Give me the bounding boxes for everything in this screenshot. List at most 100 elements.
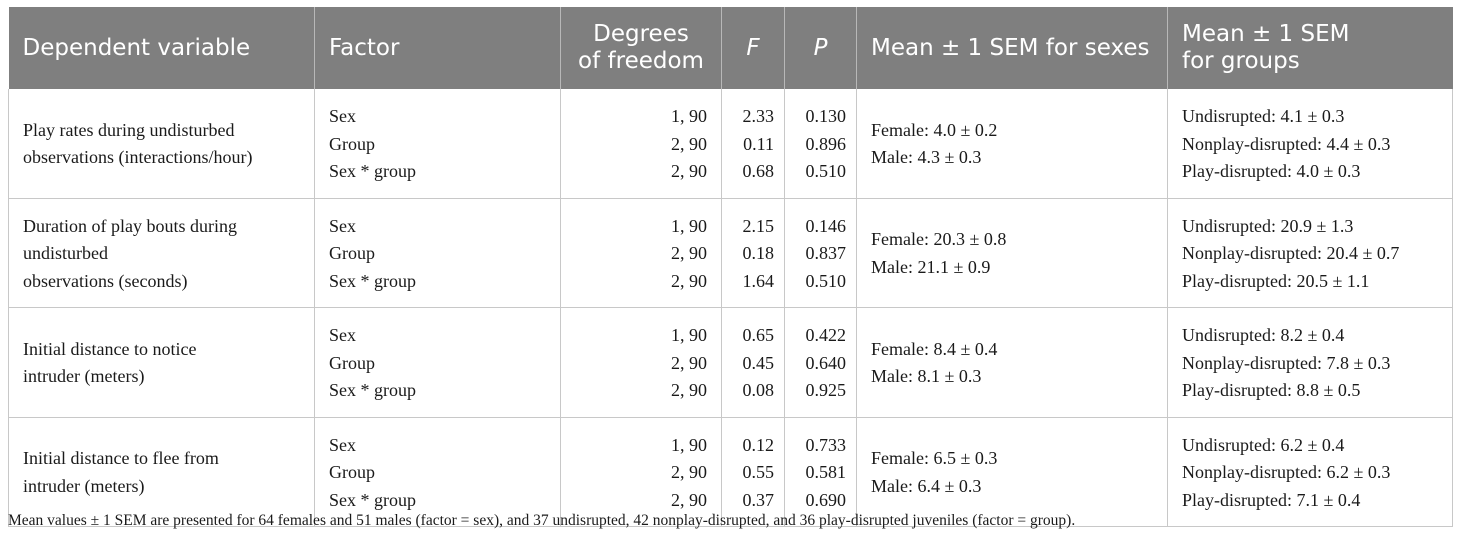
f-value: 0.37 xyxy=(742,489,775,510)
sex-mean-value: Male: 8.1 ± 0.3 xyxy=(871,366,982,387)
dof-value: 1, 90 xyxy=(671,325,707,345)
dv-line: Duration of play bouts during xyxy=(23,215,237,236)
p-cell: 0.146 0.837 0.510 xyxy=(784,198,857,308)
p-value: 0.640 xyxy=(805,352,847,373)
group-mean-value: Play-disrupted: 7.1 ± 0.4 xyxy=(1182,489,1361,510)
p-value: 0.837 xyxy=(805,243,847,263)
f-cell: 2.33 0.11 0.68 xyxy=(721,89,785,199)
p-value: 0.896 xyxy=(805,133,847,154)
sex-mean-value: Female: 6.5 ± 0.3 xyxy=(871,448,998,469)
f-value: 1.64 xyxy=(742,270,775,291)
header-f: F xyxy=(721,7,785,89)
dof-cell: 1, 90 2, 90 2, 90 xyxy=(560,417,722,527)
p-value: 0.925 xyxy=(805,380,847,400)
p-cell: 0.733 0.581 0.690 xyxy=(784,417,857,527)
f-cell: 0.65 0.45 0.08 xyxy=(721,307,785,418)
table-row: Duration of play bouts during undisturbe… xyxy=(8,198,1453,308)
group-mean-value: Undisrupted: 4.1 ± 0.3 xyxy=(1182,106,1345,126)
factor-cell: Sex Group Sex * group xyxy=(314,307,561,418)
header-dof-line2: of freedom xyxy=(578,48,704,74)
factor-value: Sex xyxy=(329,434,356,455)
header-mean-groups: Mean ± 1 SEM for groups xyxy=(1167,7,1453,89)
dof-value: 1, 90 xyxy=(671,106,707,126)
sex-mean-value: Male: 6.4 ± 0.3 xyxy=(871,475,982,496)
dof-value: 1, 90 xyxy=(671,434,707,455)
dof-value: 2, 90 xyxy=(671,133,707,154)
dv-line: intruder (meters) xyxy=(23,366,145,387)
sex-mean-value: Male: 4.3 ± 0.3 xyxy=(871,147,982,168)
f-value: 0.18 xyxy=(742,243,775,263)
sexes-mean-cell: Female: 6.5 ± 0.3 Male: 6.4 ± 0.3 xyxy=(856,417,1168,527)
group-mean-value: Nonplay-disrupted: 4.4 ± 0.3 xyxy=(1182,133,1391,154)
dof-value: 2, 90 xyxy=(671,352,707,373)
sex-mean-value: Female: 4.0 ± 0.2 xyxy=(871,119,998,140)
dependent-variable-cell: Play rates during undisturbed observatio… xyxy=(8,89,315,199)
dof-cell: 1, 90 2, 90 2, 90 xyxy=(560,307,722,418)
dependent-variable-cell: Duration of play bouts during undisturbe… xyxy=(8,198,315,308)
p-value: 0.130 xyxy=(805,106,847,126)
factor-value: Sex * group xyxy=(329,489,416,510)
dof-value: 2, 90 xyxy=(671,489,707,510)
f-value: 0.65 xyxy=(742,325,775,345)
p-value: 0.146 xyxy=(805,215,847,236)
p-value: 0.510 xyxy=(805,270,847,291)
p-value: 0.422 xyxy=(805,325,847,345)
f-value: 0.11 xyxy=(743,133,774,154)
f-value: 2.33 xyxy=(742,106,775,126)
header-dependent-variable: Dependent variable xyxy=(8,7,315,89)
dv-line: Initial distance to flee from xyxy=(23,448,219,469)
dof-cell: 1, 90 2, 90 2, 90 xyxy=(560,89,722,199)
factor-value: Group xyxy=(329,133,375,154)
dependent-variable-cell: Initial distance to notice intruder (met… xyxy=(8,307,315,418)
factor-value: Sex * group xyxy=(329,270,416,291)
factor-value: Group xyxy=(329,243,375,263)
f-value: 0.12 xyxy=(742,434,775,455)
factor-cell: Sex Group Sex * group xyxy=(314,89,561,199)
group-mean-value: Nonplay-disrupted: 7.8 ± 0.3 xyxy=(1182,352,1391,373)
p-value: 0.690 xyxy=(805,489,847,510)
p-value: 0.733 xyxy=(805,434,847,455)
sex-mean-value: Female: 20.3 ± 0.8 xyxy=(871,229,1007,250)
sexes-mean-cell: Female: 20.3 ± 0.8 Male: 21.1 ± 0.9 xyxy=(856,198,1168,308)
f-value: 0.68 xyxy=(742,161,775,181)
sex-mean-value: Female: 8.4 ± 0.4 xyxy=(871,338,998,359)
f-value: 0.45 xyxy=(742,352,775,373)
dof-value: 2, 90 xyxy=(671,161,707,181)
group-mean-value: Undisrupted: 6.2 ± 0.4 xyxy=(1182,434,1345,455)
f-value: 2.15 xyxy=(742,215,775,236)
header-groups-line1: Mean ± 1 SEM xyxy=(1182,21,1350,47)
anova-results-table: Dependent variable Factor Degrees of fre… xyxy=(8,7,1453,527)
table-row: Play rates during undisturbed observatio… xyxy=(8,89,1453,199)
dependent-variable-cell: Initial distance to flee from intruder (… xyxy=(8,417,315,527)
dv-line: Play rates during undisturbed xyxy=(23,119,235,140)
p-cell: 0.422 0.640 0.925 xyxy=(784,307,857,418)
group-mean-value: Undisrupted: 8.2 ± 0.4 xyxy=(1182,325,1345,345)
group-mean-value: Nonplay-disrupted: 6.2 ± 0.3 xyxy=(1182,462,1391,482)
table-footnote: Mean values ± 1 SEM are presented for 64… xyxy=(8,512,1076,529)
f-value: 0.55 xyxy=(742,462,775,482)
groups-mean-cell: Undisrupted: 4.1 ± 0.3 Nonplay-disrupted… xyxy=(1167,89,1453,199)
dof-value: 2, 90 xyxy=(671,462,707,482)
factor-cell: Sex Group Sex * group xyxy=(314,417,561,527)
f-cell: 2.15 0.18 1.64 xyxy=(721,198,785,308)
table-row: Initial distance to flee from intruder (… xyxy=(8,417,1453,527)
factor-value: Sex xyxy=(329,325,356,345)
sexes-mean-cell: Female: 4.0 ± 0.2 Male: 4.3 ± 0.3 xyxy=(856,89,1168,199)
header-dof-line1: Degrees xyxy=(593,21,689,47)
f-cell: 0.12 0.55 0.37 xyxy=(721,417,785,527)
header-p: P xyxy=(784,7,857,89)
header-mean-sexes: Mean ± 1 SEM for sexes xyxy=(856,7,1168,89)
dv-line: observations (interactions/hour) xyxy=(23,147,253,168)
factor-value: Sex * group xyxy=(329,161,416,181)
group-mean-value: Undisrupted: 20.9 ± 1.3 xyxy=(1182,215,1354,236)
factor-value: Group xyxy=(329,352,375,373)
sexes-mean-cell: Female: 8.4 ± 0.4 Male: 8.1 ± 0.3 xyxy=(856,307,1168,418)
dv-line: Initial distance to notice xyxy=(23,338,197,359)
dv-line: intruder (meters) xyxy=(23,475,145,496)
factor-value: Sex * group xyxy=(329,380,416,400)
p-value: 0.581 xyxy=(805,462,847,482)
header-degrees-of-freedom: Degrees of freedom xyxy=(560,7,722,89)
header-row: Dependent variable Factor Degrees of fre… xyxy=(8,7,1453,89)
groups-mean-cell: Undisrupted: 8.2 ± 0.4 Nonplay-disrupted… xyxy=(1167,307,1453,418)
groups-mean-cell: Undisrupted: 6.2 ± 0.4 Nonplay-disrupted… xyxy=(1167,417,1453,527)
